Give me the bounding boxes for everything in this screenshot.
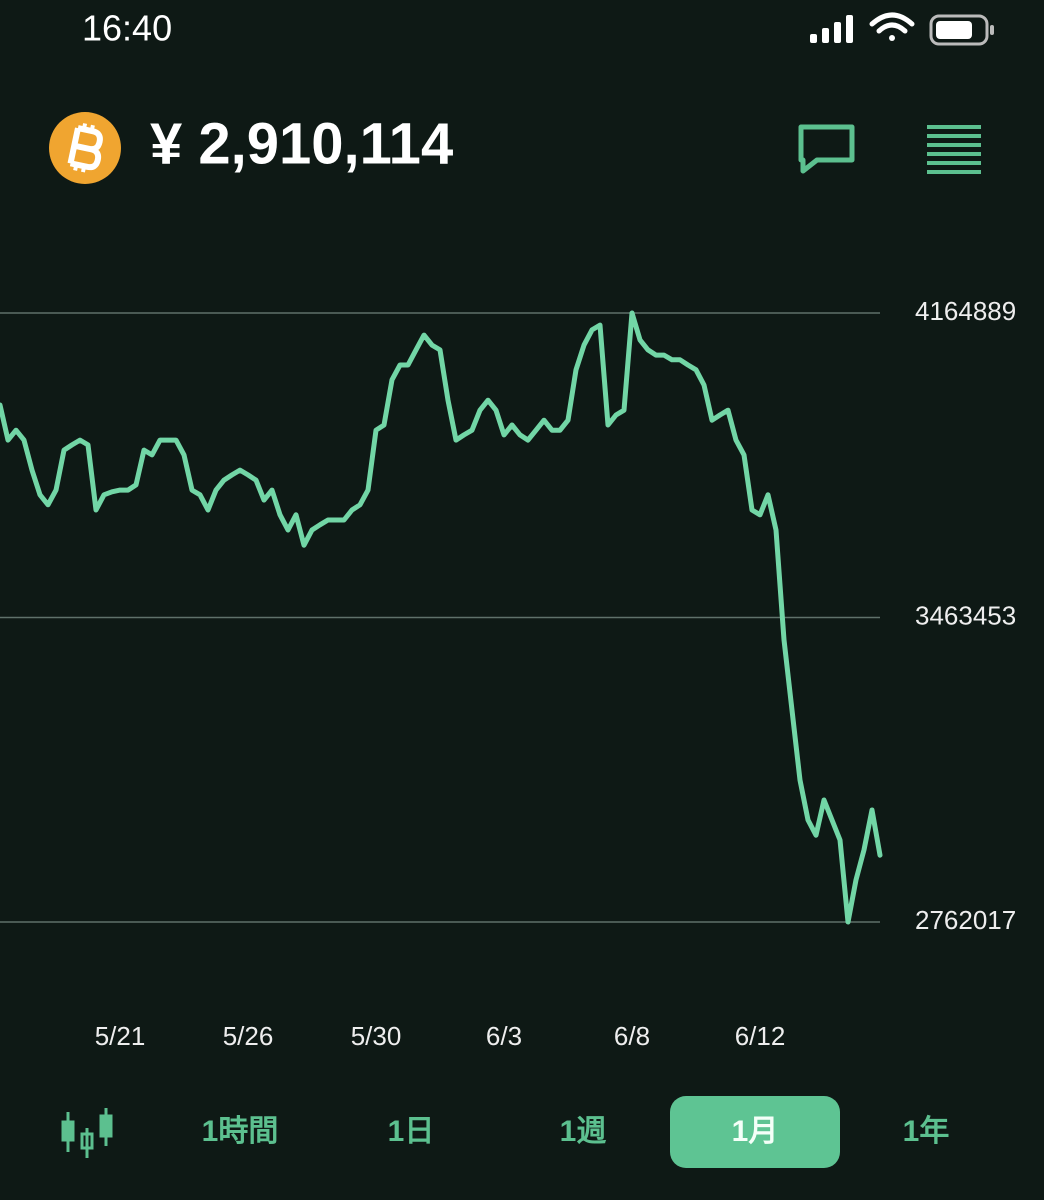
price-line (0, 310, 883, 925)
wifi-icon (869, 12, 915, 41)
x-tick-label: 5/26 (223, 1021, 274, 1051)
chart: 2762017 3463453 4164889 5/21 5/26 5/30 6/3 6/8 6… (0, 296, 1016, 1051)
y-tick-label: 2762017 (915, 905, 1016, 935)
x-tick-label: 6/8 (614, 1021, 650, 1051)
y-tick-label: 4164889 (915, 296, 1016, 326)
bitcoin-icon (49, 112, 121, 184)
price: ¥ 2,910,114 (150, 111, 453, 176)
x-tick-label: 6/3 (486, 1021, 522, 1051)
x-tick-label: 5/21 (95, 1021, 146, 1051)
range-tab[interactable]: 1年 (903, 1115, 950, 1148)
active-tab-background (670, 1096, 840, 1168)
y-tick-label: 3463453 (915, 600, 1016, 630)
signal-icon (810, 15, 853, 43)
x-tick-label: 5/30 (351, 1021, 402, 1051)
x-tick-label: 6/12 (735, 1021, 786, 1051)
chat-button[interactable] (798, 124, 855, 174)
range-tab[interactable]: 1時間 (202, 1115, 279, 1148)
range-tab[interactable]: 1日 (388, 1115, 435, 1148)
battery-icon (929, 14, 994, 46)
range-tab[interactable]: 1週 (560, 1115, 607, 1148)
range-tab[interactable]: 1月 (732, 1115, 779, 1148)
range-tabs: 1時間 1日 1週 1月 1年 (202, 1096, 950, 1168)
menu-button[interactable] (927, 125, 981, 174)
status-time: 16:40 (82, 8, 172, 49)
candle-chart-button[interactable] (61, 1108, 113, 1158)
